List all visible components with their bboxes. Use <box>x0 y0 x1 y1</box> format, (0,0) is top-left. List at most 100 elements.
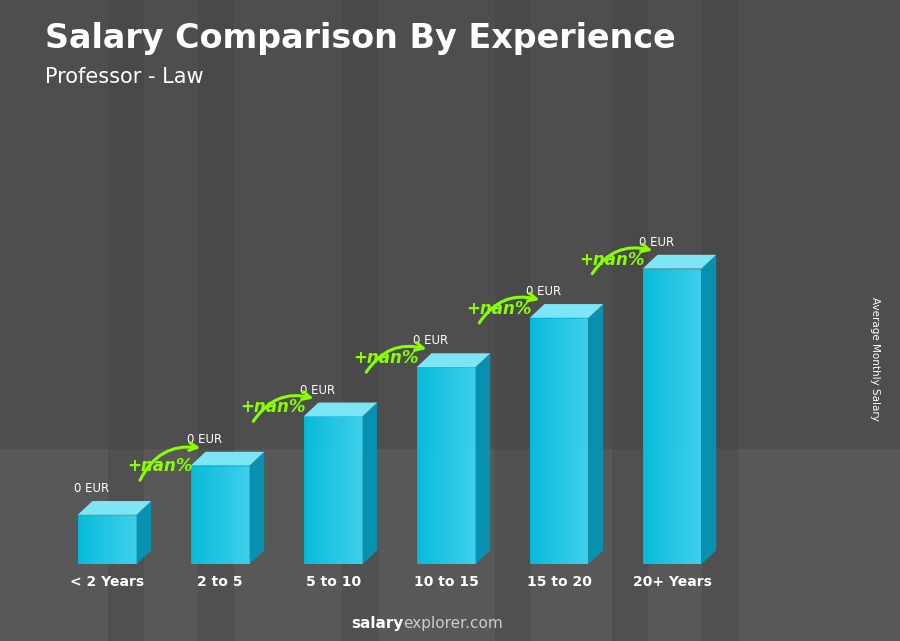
Bar <box>307 417 310 564</box>
Bar <box>550 318 554 564</box>
Bar <box>223 465 226 564</box>
Bar <box>128 515 130 564</box>
Bar <box>547 318 550 564</box>
Bar <box>437 367 440 564</box>
Text: +nan%: +nan% <box>240 398 306 417</box>
Bar <box>577 318 580 564</box>
Bar <box>205 465 209 564</box>
Bar <box>452 367 454 564</box>
Text: +nan%: +nan% <box>466 300 532 318</box>
Polygon shape <box>417 353 491 367</box>
Bar <box>110 515 113 564</box>
Bar <box>428 367 431 564</box>
Bar <box>244 465 247 564</box>
Bar <box>196 465 200 564</box>
Bar <box>336 417 339 564</box>
Bar <box>238 465 240 564</box>
Text: +nan%: +nan% <box>580 251 645 269</box>
Bar <box>229 465 232 564</box>
Bar <box>670 269 672 564</box>
Bar <box>649 269 652 564</box>
Bar <box>125 515 128 564</box>
Bar <box>464 367 467 564</box>
Bar <box>440 367 443 564</box>
Bar <box>554 318 556 564</box>
Bar <box>104 515 107 564</box>
Bar <box>643 269 701 564</box>
Bar <box>684 269 687 564</box>
Bar <box>342 417 345 564</box>
Bar <box>696 269 698 564</box>
Bar <box>681 269 684 564</box>
Bar <box>689 269 693 564</box>
Bar <box>95 515 98 564</box>
Bar <box>102 515 104 564</box>
Bar <box>687 269 689 564</box>
Bar <box>209 465 212 564</box>
Polygon shape <box>589 304 603 564</box>
Bar <box>122 515 125 564</box>
Bar <box>113 515 116 564</box>
Polygon shape <box>530 304 603 318</box>
Bar <box>347 417 351 564</box>
Text: +nan%: +nan% <box>128 458 193 476</box>
Bar <box>645 269 649 564</box>
Bar <box>235 465 238 564</box>
Bar <box>431 367 435 564</box>
Bar <box>310 417 312 564</box>
Bar <box>586 318 589 564</box>
Bar <box>419 367 423 564</box>
Bar <box>133 515 137 564</box>
Bar <box>116 515 119 564</box>
Bar <box>470 367 472 564</box>
Bar <box>333 417 336 564</box>
Bar <box>582 318 586 564</box>
Bar <box>247 465 249 564</box>
Bar <box>533 318 536 564</box>
Bar <box>330 417 333 564</box>
Text: 0 EUR: 0 EUR <box>413 335 448 347</box>
Bar <box>672 269 675 564</box>
Bar <box>93 515 95 564</box>
Bar <box>571 318 574 564</box>
Bar <box>345 417 347 564</box>
Bar <box>426 367 428 564</box>
Polygon shape <box>701 255 716 564</box>
Polygon shape <box>191 452 265 465</box>
Bar <box>304 417 363 564</box>
Bar <box>226 465 229 564</box>
Bar <box>191 465 249 564</box>
Bar <box>328 417 330 564</box>
Bar <box>77 515 137 564</box>
Bar <box>319 417 321 564</box>
Bar <box>191 465 193 564</box>
Bar <box>643 269 645 564</box>
Text: Salary Comparison By Experience: Salary Comparison By Experience <box>45 22 676 55</box>
Bar <box>81 515 84 564</box>
Bar <box>417 367 475 564</box>
Polygon shape <box>77 501 151 515</box>
Bar <box>652 269 654 564</box>
Bar <box>89 515 93 564</box>
Bar <box>339 417 342 564</box>
Text: Professor - Law: Professor - Law <box>45 67 203 87</box>
Bar <box>698 269 701 564</box>
Bar <box>472 367 475 564</box>
Bar <box>530 318 533 564</box>
Bar <box>232 465 235 564</box>
Text: Average Monthly Salary: Average Monthly Salary <box>869 297 880 421</box>
Bar <box>467 367 470 564</box>
Bar <box>98 515 102 564</box>
Bar <box>693 269 696 564</box>
Bar <box>119 515 122 564</box>
Polygon shape <box>137 501 151 564</box>
Bar <box>446 367 449 564</box>
Bar <box>574 318 577 564</box>
Bar <box>240 465 244 564</box>
Text: +nan%: +nan% <box>354 349 419 367</box>
Bar <box>454 367 458 564</box>
Bar <box>423 367 426 564</box>
Bar <box>435 367 437 564</box>
Text: salary: salary <box>351 616 403 631</box>
Bar <box>542 318 544 564</box>
